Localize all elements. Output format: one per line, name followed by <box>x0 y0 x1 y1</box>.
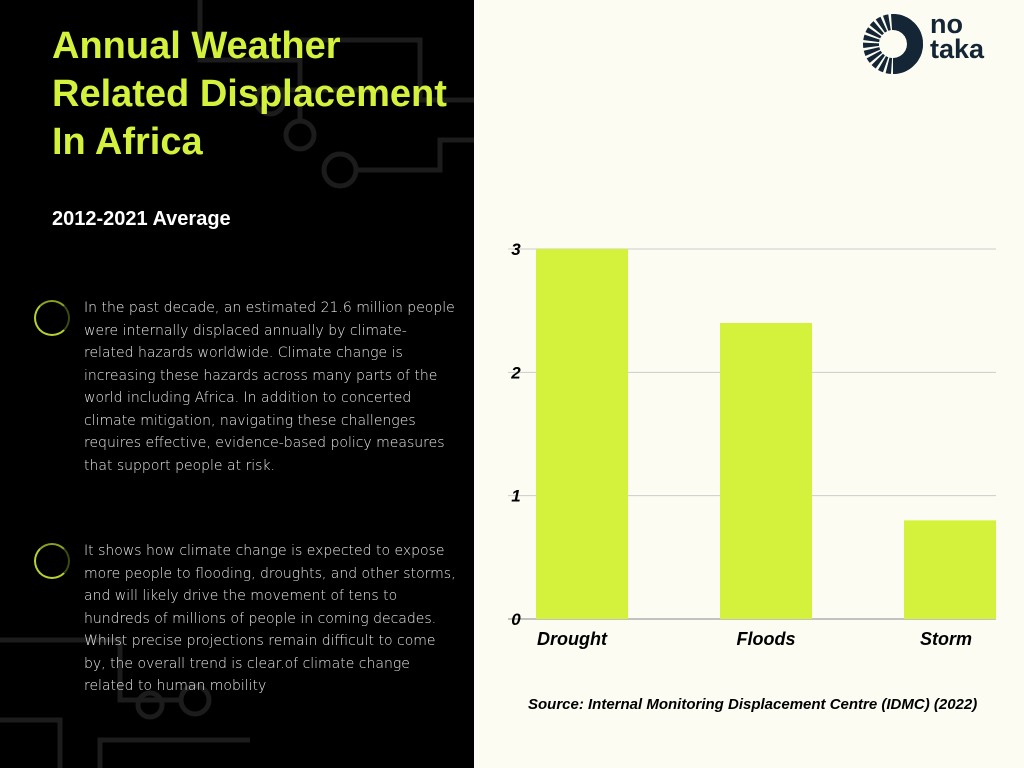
no-taka-logo-icon <box>863 14 923 74</box>
paragraph-2: It shows how climate change is expected … <box>84 543 456 694</box>
bar-drought <box>536 249 628 619</box>
paragraph-1: In the past decade, an estimated 21.6 mi… <box>84 300 455 474</box>
circuit-decoration <box>0 0 474 768</box>
bar-floods <box>720 323 812 619</box>
circle-bullet-icon <box>34 300 70 336</box>
y-tick-label: 3 <box>511 240 521 259</box>
x-tick-label: Floods <box>737 629 796 649</box>
y-tick-label: 1 <box>511 487 520 506</box>
logo-line-2: taka <box>930 34 985 64</box>
x-tick-label: Drought <box>537 629 608 649</box>
page-subtitle: 2012-2021 Average <box>52 208 231 230</box>
y-tick-label: 0 <box>511 610 521 629</box>
page-title: Annual Weather Related Displacement In A… <box>52 25 447 163</box>
source-note: Source: Internal Monitoring Displacement… <box>528 696 978 713</box>
logo-line-1: no <box>930 9 963 39</box>
left-panel: Annual Weather Related Displacement In A… <box>0 0 474 768</box>
bar-storm <box>904 520 996 619</box>
y-tick-label: 2 <box>510 363 521 382</box>
logo-text: no taka <box>930 9 985 64</box>
x-tick-label: Storm <box>920 629 972 649</box>
circle-bullet-icon <box>34 543 70 579</box>
